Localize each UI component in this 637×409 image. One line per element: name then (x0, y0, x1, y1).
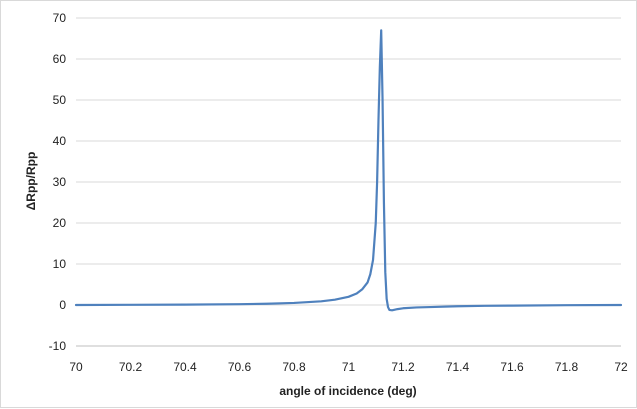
series-line (74, 29, 623, 312)
y-tick-label: 10 (53, 257, 67, 271)
x-tick-label: 71 (342, 360, 356, 374)
y-tick-label: 20 (53, 216, 67, 230)
y-tick-label: 40 (53, 134, 67, 148)
y-tick-label: -10 (49, 339, 67, 353)
x-tick-label: 71.2 (391, 360, 415, 374)
x-tick-label: 70.6 (228, 360, 252, 374)
x-tick-label: 70.4 (173, 360, 197, 374)
x-tick-label: 70.2 (119, 360, 143, 374)
x-tick-labels: 70 70.2 70.4 70.6 70.8 71 71.2 71.4 71.6 71.8 72 (69, 360, 628, 374)
x-tick-label: 71.4 (446, 360, 470, 374)
x-tick-label: 72 (614, 360, 628, 374)
y-tick-labels: -10 0 10 20 30 40 50 60 70 (49, 11, 67, 353)
y-tick-label: 30 (53, 175, 67, 189)
x-tick-label: 70.8 (282, 360, 306, 374)
y-tick-label: 60 (53, 52, 67, 66)
x-axis-title: angle of incidence (deg) (279, 384, 416, 398)
x-tick-label: 70 (69, 360, 83, 374)
x-tick-label: 71.8 (555, 360, 579, 374)
series-layer (74, 29, 623, 312)
x-tick-label: 71.6 (500, 360, 524, 374)
y-tick-label: 0 (59, 298, 66, 312)
y-axis-title: ΔRpp/Rpp (24, 152, 38, 211)
y-tick-label: 70 (53, 11, 67, 25)
y-tick-label: 50 (53, 93, 67, 107)
